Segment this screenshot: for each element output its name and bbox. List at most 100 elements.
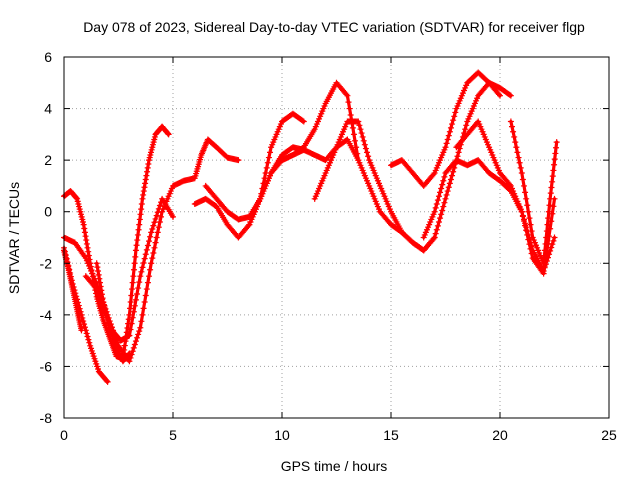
x-tick-label: 25 xyxy=(601,427,617,443)
data-point xyxy=(137,324,144,331)
data-point xyxy=(158,213,165,220)
data-point xyxy=(150,222,157,229)
y-tick-label: -4 xyxy=(40,307,53,323)
data-point xyxy=(164,130,171,137)
plot-frame xyxy=(63,56,610,419)
data-point xyxy=(125,351,132,358)
data-point xyxy=(75,302,82,309)
data-point xyxy=(130,308,137,315)
data-point xyxy=(445,132,452,139)
series-group xyxy=(279,118,438,254)
data-point xyxy=(542,240,549,247)
data-point xyxy=(144,168,151,175)
data-point xyxy=(78,311,85,318)
data-point xyxy=(267,149,274,156)
data-point xyxy=(147,266,154,273)
data-point xyxy=(438,211,445,218)
data-point xyxy=(104,378,111,385)
data-point xyxy=(146,238,153,245)
data-point xyxy=(443,140,450,147)
data-point xyxy=(96,279,103,286)
data-point xyxy=(442,195,449,202)
data-point xyxy=(131,260,138,267)
data-point xyxy=(142,251,149,258)
data-point xyxy=(360,137,367,144)
data-point xyxy=(136,216,143,223)
data-point xyxy=(346,105,353,112)
series-group xyxy=(82,195,176,344)
data-point xyxy=(359,133,366,140)
data-point xyxy=(142,180,149,187)
data-point xyxy=(143,172,150,179)
data-point xyxy=(543,228,550,235)
data-point xyxy=(265,154,272,161)
data-point xyxy=(446,180,453,187)
data-point xyxy=(67,273,74,280)
data-point xyxy=(430,235,437,242)
data-point xyxy=(130,273,137,280)
data-point xyxy=(83,330,90,337)
data-point xyxy=(511,133,518,140)
data-point xyxy=(524,231,531,238)
data-point xyxy=(450,168,457,175)
data-point xyxy=(138,318,145,325)
y-tick-label: -2 xyxy=(40,255,53,271)
data-point xyxy=(518,170,525,177)
data-point xyxy=(495,91,502,98)
data-point xyxy=(435,193,442,200)
data-point xyxy=(507,118,514,125)
data-point xyxy=(551,156,558,163)
series-line xyxy=(247,81,360,227)
data-point xyxy=(365,153,372,160)
data-point xyxy=(149,255,156,262)
data-point xyxy=(140,260,147,267)
data-point xyxy=(364,149,371,156)
data-point xyxy=(552,150,559,157)
data-point xyxy=(134,231,141,238)
data-point xyxy=(506,91,513,98)
data-point xyxy=(138,200,145,207)
data-point xyxy=(548,244,555,251)
data-point xyxy=(543,234,550,241)
data-point xyxy=(69,280,76,287)
data-point xyxy=(74,299,81,306)
data-point xyxy=(148,260,155,267)
data-point xyxy=(67,270,74,277)
data-point xyxy=(361,141,368,148)
data-point xyxy=(547,195,554,202)
data-point xyxy=(553,139,560,146)
data-point xyxy=(135,285,142,292)
data-point xyxy=(545,208,552,215)
data-point xyxy=(430,171,437,178)
data-point xyxy=(434,222,441,229)
series-group xyxy=(388,69,503,189)
data-point xyxy=(449,172,456,179)
data-point xyxy=(519,213,526,220)
data-point xyxy=(518,208,525,215)
data-point xyxy=(431,208,438,215)
data-point xyxy=(439,181,446,188)
data-point xyxy=(450,117,457,124)
data-point xyxy=(300,118,307,125)
data-point xyxy=(127,326,134,333)
y-tick-label: 4 xyxy=(44,101,52,117)
data-point xyxy=(61,248,68,255)
data-point xyxy=(506,181,513,188)
data-point xyxy=(550,237,557,244)
x-axis-title: GPS time / hours xyxy=(281,458,388,474)
data-point xyxy=(132,253,139,260)
axis-ticks: 0 5 10 15 20 25 -8 -6 -4 -2 0 2 4 6 xyxy=(40,49,617,443)
data-point xyxy=(525,208,532,215)
data-point xyxy=(98,287,105,294)
data-point xyxy=(432,204,439,211)
data-point xyxy=(126,350,133,357)
data-point xyxy=(439,207,446,214)
data-point xyxy=(144,279,151,286)
data-point xyxy=(135,331,142,338)
data-point xyxy=(154,209,161,216)
data-point xyxy=(141,298,148,305)
data-point xyxy=(548,184,555,191)
data-point xyxy=(97,283,104,290)
data-point xyxy=(142,176,149,183)
data-point xyxy=(95,268,102,275)
